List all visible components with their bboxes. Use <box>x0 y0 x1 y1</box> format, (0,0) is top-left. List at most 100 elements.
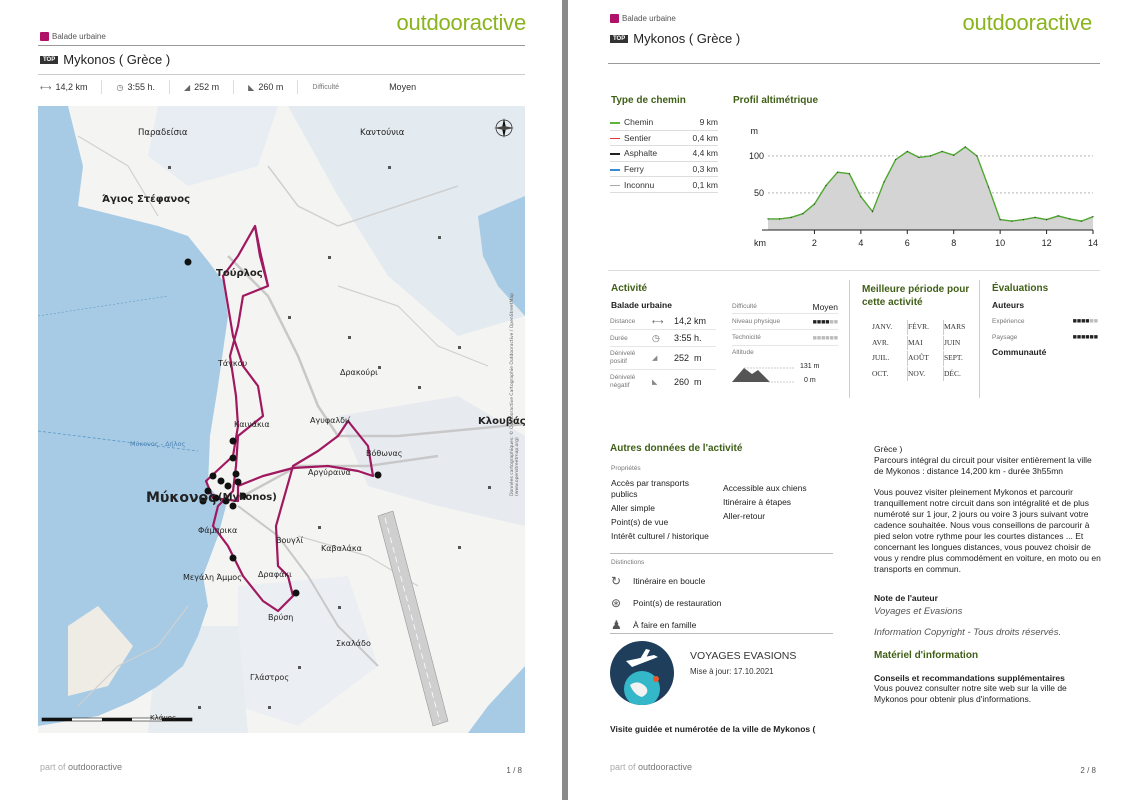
level-dot: ■ <box>816 318 822 326</box>
scale-label: Κλάμος <box>150 714 177 722</box>
path-type-value: 4,4 km <box>692 148 718 159</box>
map-label: Βρύση <box>268 613 294 622</box>
category-label: Balade urbaine <box>52 32 106 41</box>
title-divider <box>38 74 525 75</box>
x-tick-label: 14 <box>1088 238 1098 248</box>
ratings-authors: Auteurs <box>992 300 1025 310</box>
author-note: Voyages et Evasions <box>874 606 963 617</box>
ratings-community: Communauté <box>992 347 1047 357</box>
category: Balade urbaine <box>40 32 106 41</box>
month-label: FÉVR. <box>908 320 944 335</box>
level-dot: ■ <box>829 318 834 326</box>
path-type-name: Chemin <box>610 117 653 127</box>
activity-duration: Durée ◷ 3:55 h. <box>610 330 716 347</box>
elevation-point <box>1034 216 1036 218</box>
tips-text: Vous pouvez consulter notre site web sur… <box>874 683 1067 704</box>
clock-icon: ◷ <box>652 332 660 343</box>
author-updated: Mise à jour: 17.10.2021 <box>690 667 774 676</box>
restaurant-icon: ⊛ <box>611 596 622 610</box>
path-type-row: Ferry 0,3 km <box>610 162 718 178</box>
category: Balade urbaine <box>610 14 676 23</box>
map-label: Γλάστρος <box>250 673 290 682</box>
elevation-chart: 100 50 m 2 4 6 8 10 12 14 km <box>728 110 1100 260</box>
elevation-point <box>918 156 920 158</box>
level-dot: ■ <box>1081 318 1086 325</box>
top-badge: TOP <box>40 55 59 64</box>
property-item: Accessible aux chiens <box>723 483 807 493</box>
description: Grèce ) Parcours intégral du circuit pou… <box>874 444 1102 705</box>
x-tick-label: 6 <box>905 238 910 248</box>
elevation-point <box>860 196 862 198</box>
family-icon: ♟ <box>611 618 622 632</box>
properties-left: Accès par transports publics Aller simple… <box>611 478 716 545</box>
stat-distance-value: 14,2 km <box>55 82 88 92</box>
description-para1: Parcours intégral du circuit pour visite… <box>874 455 1092 476</box>
title-row: TOP Mykonos ( Grèce ) <box>610 31 740 46</box>
experience-dots: ■■■■■■ <box>1073 316 1098 326</box>
month-label: JUIN <box>944 337 961 347</box>
author-name[interactable]: VOYAGES EVASIONS <box>690 650 797 662</box>
map-label: Τάγκου <box>218 359 248 368</box>
month-label: MAI <box>908 335 944 350</box>
loop-icon: ↻ <box>611 574 622 588</box>
property-item: Accès par transports publics <box>611 478 689 499</box>
elevation-point <box>906 150 908 153</box>
level-dot: ■ <box>821 334 826 342</box>
activity-distance: Distance ⟷ 14,2 km <box>610 313 716 330</box>
map-label: Σκαλάδο <box>336 639 371 648</box>
physical-label: Niveau physique <box>732 318 781 325</box>
distinction-row: ♟ À faire en famille <box>611 614 834 636</box>
altitude-max: 131 m <box>800 363 820 370</box>
elevation-area <box>768 147 1093 230</box>
elevation-point <box>976 155 978 157</box>
path-types-title: Type de chemin <box>611 95 686 106</box>
route-map[interactable]: Παραδείσια Καντούνια Άγιος Στέφανος Τούρ… <box>38 106 525 733</box>
stat-duration-value: 3:55 h. <box>127 82 155 92</box>
level-dot: ■ <box>816 334 822 342</box>
landscape-dots: ■■■■■■ <box>1073 332 1098 342</box>
profile-title: Profil altimétrique <box>733 95 819 106</box>
property-item: Intérêt culturel / historique <box>611 531 709 541</box>
path-type-swatch <box>610 184 620 187</box>
page-number: 1 / 8 <box>506 766 522 775</box>
altitude-label: Altitude <box>732 349 754 356</box>
properties-label: Propriétés <box>611 465 641 472</box>
x-unit-label: km <box>754 238 766 248</box>
difficulty-label: Difficulté <box>732 303 757 310</box>
path-type-row: Chemin 9 km <box>610 115 718 131</box>
month-label: JANV. <box>872 320 908 335</box>
map-label: Μύκονος <box>146 490 217 506</box>
technique-row: Technicité ■■■■■■ <box>732 330 838 346</box>
activity-type: Balade urbaine <box>611 300 672 310</box>
level-dot: ■ <box>825 334 830 342</box>
author-note-title: Note de l'auteur <box>874 593 938 603</box>
path-type-label: Sentier <box>624 132 651 143</box>
activity-duration-unit: h. <box>694 333 702 343</box>
level-dot: ■ <box>1089 318 1094 325</box>
level-dot: ■ <box>825 318 830 326</box>
distinctions-list: ↻ Itinéraire en boucle ⊛ Point(s) de restau… <box>611 570 834 636</box>
walking-icon <box>610 14 619 23</box>
distance-icon: ⟷ <box>652 316 664 326</box>
stat-distance: ⟷ 14,2 km <box>40 80 103 94</box>
path-type-label: Ferry <box>624 164 644 175</box>
elevation-point <box>802 213 804 215</box>
stat-duration: ◷ 3:55 h. <box>116 80 170 94</box>
activity-title: Activité <box>611 283 648 294</box>
y-unit-label: m <box>751 126 759 136</box>
ascent-icon: ◢ <box>184 82 191 92</box>
properties-right: Accessible aux chiens Itinéraire à étapes… <box>723 483 833 525</box>
level-dot: ■ <box>812 318 817 326</box>
path-type-row: Asphalte 4,4 km <box>610 146 718 162</box>
activity-duration-label: Durée <box>610 334 628 342</box>
walking-icon <box>40 32 49 41</box>
path-type-label: Inconnu <box>624 179 655 190</box>
month-label: NOV. <box>908 366 944 381</box>
distinction-row: ⊛ Point(s) de restauration <box>611 592 834 614</box>
x-tick-label: 10 <box>995 238 1005 248</box>
map-label: Βουγλί <box>276 536 304 545</box>
activity-ascent: Dénivelé positif ◢ 252 m <box>610 347 716 370</box>
level-dot: ■ <box>833 318 838 326</box>
category-label: Balade urbaine <box>622 14 676 23</box>
activity-ascent-value: 252 <box>674 353 690 363</box>
